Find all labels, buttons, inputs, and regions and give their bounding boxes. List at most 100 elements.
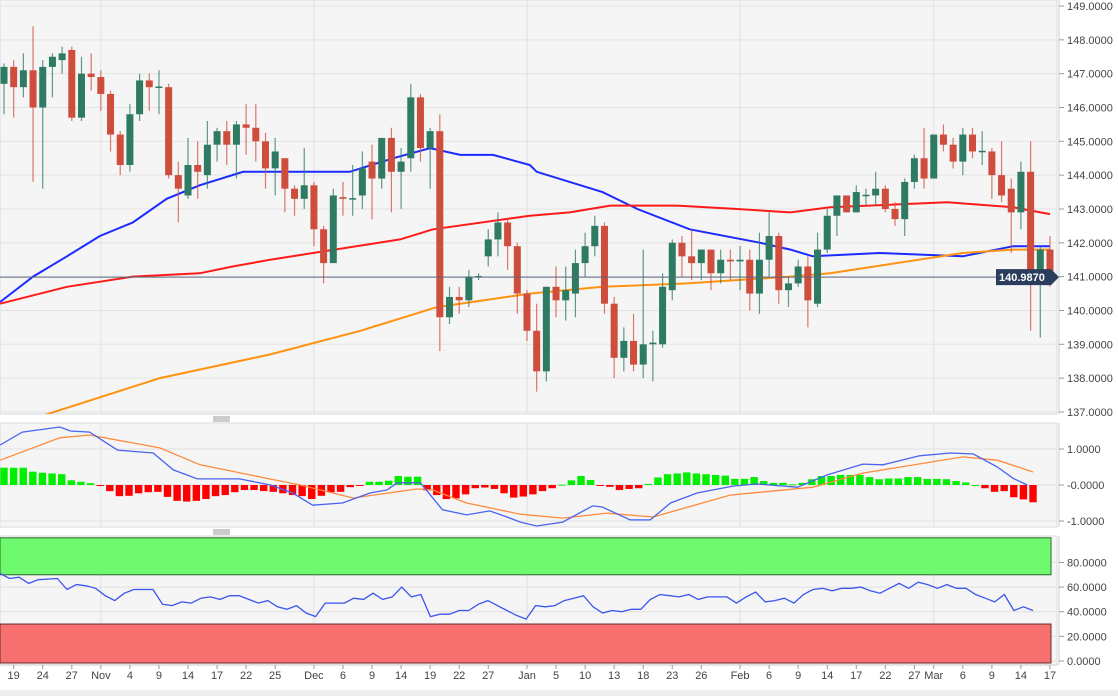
macd-bar-negative — [154, 485, 162, 492]
macd-bar-negative — [221, 485, 229, 496]
macd-bar-negative — [134, 485, 143, 494]
candle-body — [978, 150, 986, 153]
candle-bullish — [794, 259, 802, 287]
candle-body — [852, 192, 860, 213]
candle-body — [823, 215, 831, 250]
candle-body — [339, 197, 347, 199]
x-tick-label: 22 — [879, 670, 891, 682]
candle-body — [310, 185, 318, 230]
x-tick-label: 27 — [482, 670, 494, 682]
x-tick-label: 17 — [1044, 670, 1056, 682]
macd-panel[interactable] — [0, 422, 1058, 528]
candle-bullish — [329, 188, 337, 264]
candle-body — [794, 266, 802, 284]
macd-bar-negative — [529, 485, 537, 495]
rsi-panel[interactable] — [0, 535, 1058, 666]
candle-body — [261, 141, 269, 169]
candle-bullish — [446, 286, 454, 325]
macd-bar-negative — [548, 485, 556, 489]
candle-bearish — [194, 141, 202, 199]
candle-body — [145, 80, 153, 88]
macd-bar-positive — [404, 476, 412, 485]
rsi-overbought-zone — [0, 537, 1052, 576]
candle-bullish — [581, 232, 589, 277]
macd-bar-negative — [1019, 485, 1028, 500]
candle-body — [688, 256, 696, 264]
y-axes[interactable]: 149.0000 148.0000 147.0000 146.0000 145.0000… — [1058, 0, 1113, 668]
candle-bearish — [504, 219, 512, 270]
price-tick-label: 140.0000 — [1067, 305, 1113, 317]
rsi-tick-label: 20.0000 — [1067, 631, 1107, 643]
macd-bar-negative — [336, 485, 345, 492]
candle-body — [107, 93, 115, 135]
macd-bar-positive — [77, 481, 85, 485]
macd-bar-negative — [615, 485, 624, 491]
candle-bullish — [407, 83, 415, 172]
x-tick-label: 14 — [821, 670, 833, 682]
candles — [0, 26, 1054, 392]
macd-bar-positive — [413, 476, 422, 485]
macd-bar-positive — [952, 481, 960, 485]
candle-bearish — [610, 296, 618, 379]
macd-bar-negative — [423, 485, 431, 491]
macd-bar-positive — [808, 479, 816, 485]
x-tick-label: 17 — [211, 670, 223, 682]
macd-bar-positive — [731, 478, 739, 485]
macd-bar-negative — [346, 485, 354, 488]
candle-bullish — [58, 46, 66, 74]
candle-body — [639, 344, 647, 365]
candle-bullish — [1036, 246, 1044, 338]
candle-body — [281, 158, 289, 189]
candle-body — [1046, 249, 1054, 278]
candle-bullish — [184, 137, 192, 199]
candle-body — [19, 70, 27, 88]
macd-bar-negative — [442, 485, 451, 500]
x-axis[interactable]: 19 24 27 Nov 4 9 14 17 22 25 Dec 6 9 14 19 22 27 Jan 5 10 13… — [0, 664, 1057, 682]
macd-bar-positive — [711, 474, 720, 485]
price-tick-label: 146.0000 — [1067, 102, 1113, 114]
candle-body — [68, 49, 76, 118]
macd-bar-negative — [125, 485, 133, 496]
panel-resize-handle-rsi[interactable] — [213, 529, 230, 535]
x-tick-label: 18 — [637, 670, 649, 682]
macd-bar-negative — [173, 485, 181, 501]
macd-bar-positive — [577, 476, 585, 485]
sma20-line — [0, 147, 1050, 303]
candle-body — [387, 137, 395, 172]
macd-bar-negative — [202, 485, 210, 500]
candle-bullish — [271, 137, 279, 196]
panel-resize-handle-macd[interactable] — [213, 416, 230, 422]
candle-bullish — [823, 208, 831, 253]
candle-bearish — [998, 141, 1006, 203]
rsi-line — [0, 572, 1034, 620]
macd-bar-negative — [106, 485, 114, 492]
rsi-tick-label: 0.0000 — [1067, 656, 1101, 668]
macd-bar-negative — [144, 485, 152, 493]
x-tick-label: 27 — [908, 670, 920, 682]
candle-body — [358, 168, 366, 196]
macd-tick-label: -1.0000 — [1067, 516, 1104, 528]
candle-bullish — [397, 148, 405, 209]
candle-body — [988, 151, 996, 176]
price-tick-label: 147.0000 — [1067, 69, 1113, 81]
macd-bar-negative — [990, 485, 999, 492]
candle-body — [494, 222, 502, 240]
x-tick-label: 25 — [269, 670, 281, 682]
macd-bar-negative — [356, 485, 364, 486]
candle-body — [562, 290, 570, 301]
x-tick-label: 23 — [666, 670, 678, 682]
macd-bar-negative — [471, 485, 479, 489]
price-panel[interactable] — [0, 0, 1058, 431]
candle-body — [126, 114, 134, 166]
candle-bearish — [320, 225, 328, 284]
candle-body — [349, 198, 357, 200]
candle-bullish — [649, 330, 657, 382]
x-tick-label: Mar — [924, 670, 943, 682]
x-tick-label: 17 — [850, 670, 862, 682]
candle-body — [426, 131, 434, 149]
macd-bar-negative — [183, 485, 191, 502]
candle-body — [552, 286, 560, 301]
macd-bar-negative — [1029, 485, 1037, 503]
macd-bar-positive — [798, 482, 806, 485]
macd-bar-negative — [461, 485, 470, 495]
